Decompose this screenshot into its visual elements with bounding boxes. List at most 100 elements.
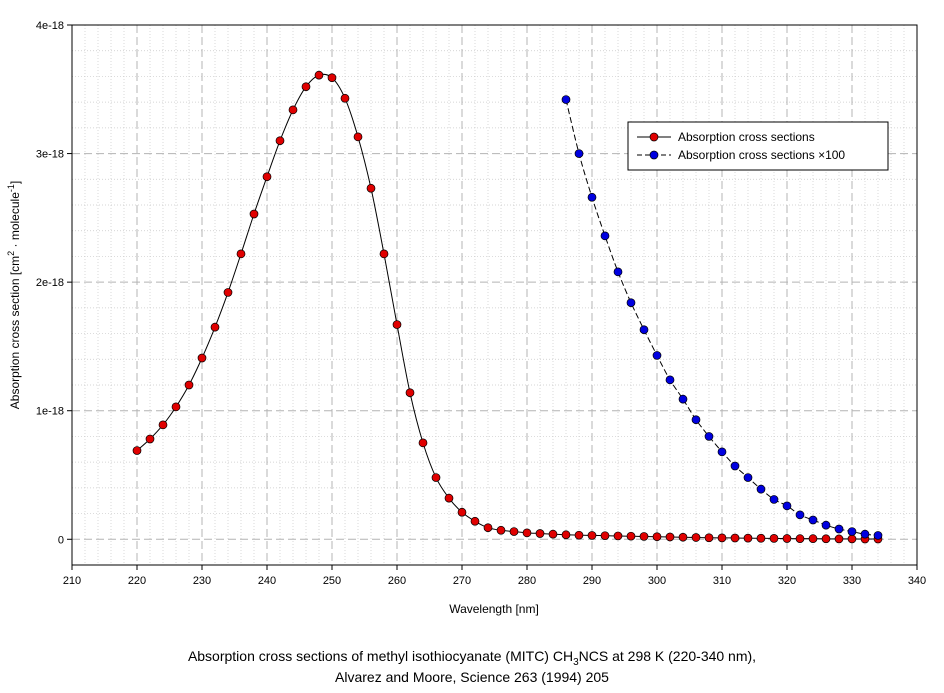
data-point-red	[171, 402, 181, 412]
y-tick-label: 1e-18	[36, 406, 64, 418]
data-point-red	[522, 528, 532, 538]
caption-text: NCS at 298 K (220-340 nm),	[578, 648, 757, 664]
data-point-blue	[873, 531, 883, 540]
data-point-red	[639, 532, 649, 541]
data-point-blue	[860, 529, 870, 539]
data-point-red	[236, 249, 246, 259]
data-point-red	[301, 82, 311, 92]
data-point-red	[834, 534, 844, 544]
data-point-red	[483, 523, 493, 533]
x-tick-label: 300	[648, 575, 666, 587]
data-point-red	[418, 438, 428, 448]
data-point-blue	[652, 351, 662, 360]
data-point-red	[158, 420, 168, 430]
data-point-red	[288, 105, 298, 115]
data-point-blue	[730, 461, 740, 471]
data-point-red	[756, 533, 766, 543]
data-point-red	[665, 532, 675, 542]
data-point-red	[847, 534, 857, 544]
x-tick-label: 210	[63, 575, 81, 587]
data-point-red	[691, 533, 701, 542]
data-point-red	[704, 533, 714, 543]
data-point-red	[678, 532, 688, 542]
y-axis-title-part: ]	[8, 181, 22, 184]
x-tick-label: 270	[453, 575, 471, 587]
data-point-red	[197, 353, 207, 363]
data-point-red	[600, 531, 610, 541]
data-point-red	[769, 534, 779, 543]
data-point-red	[496, 525, 506, 535]
data-point-red	[405, 388, 415, 398]
figure-caption-line1: Absorption cross sections of methyl isot…	[0, 648, 944, 668]
y-axis-title-part: · molecule	[8, 192, 22, 251]
data-point-red	[574, 530, 584, 540]
data-point-red	[743, 533, 753, 543]
data-point-red	[431, 473, 441, 482]
data-point-blue	[769, 495, 779, 504]
data-point-blue	[717, 447, 727, 457]
data-point-red	[392, 320, 402, 329]
x-tick-label: 240	[258, 575, 276, 587]
data-point-blue	[743, 473, 753, 482]
data-point-red	[808, 534, 818, 543]
data-point-red	[730, 533, 740, 543]
x-tick-label: 290	[583, 575, 601, 587]
data-point-red	[340, 93, 350, 103]
data-point-red	[795, 534, 805, 543]
data-point-blue	[665, 375, 675, 385]
caption-text: Alvarez and Moore, Science 263 (1994) 20…	[335, 669, 609, 685]
data-point-red	[223, 288, 233, 297]
data-point-red	[327, 73, 337, 83]
data-point-red	[145, 434, 155, 444]
data-point-blue	[847, 527, 857, 536]
legend: Absorption cross sections Absorption cro…	[627, 121, 889, 171]
data-point-red	[366, 183, 376, 193]
data-point-blue	[600, 231, 610, 241]
data-point-red	[379, 249, 389, 259]
x-tick-label: 280	[518, 575, 536, 587]
data-point-blue	[756, 484, 766, 494]
data-point-red	[249, 209, 259, 219]
y-tick-label: 3e-18	[36, 149, 64, 161]
data-point-blue	[626, 298, 636, 308]
data-point-red	[132, 446, 142, 455]
data-point-red	[548, 529, 558, 539]
data-point-blue	[834, 524, 844, 534]
y-tick-label: 2e-18	[36, 277, 64, 289]
series-group	[132, 70, 883, 544]
data-point-red	[184, 380, 194, 390]
axis-ticks: 210 220 230 240 250 260 270 280 290 300 310 320 330 3…	[36, 20, 926, 587]
data-point-red	[561, 530, 571, 540]
data-point-blue	[704, 432, 714, 441]
data-point-red	[613, 531, 623, 541]
x-axis-title: Wavelength [nm]	[449, 602, 539, 616]
legend-marker-blue	[649, 150, 659, 160]
data-point-blue	[613, 267, 623, 277]
x-tick-label: 230	[193, 575, 211, 587]
data-point-blue	[821, 520, 831, 530]
data-point-red	[535, 529, 545, 538]
data-point-red	[470, 516, 480, 526]
data-point-blue	[678, 394, 688, 404]
grid	[72, 24, 917, 565]
caption-text: Absorption cross sections of methyl isot…	[187, 648, 574, 664]
data-point-blue	[574, 149, 584, 158]
data-point-red	[262, 172, 272, 182]
x-tick-label: 330	[843, 575, 861, 587]
legend-label-red: Absorption cross sections	[678, 130, 815, 144]
y-axis-title-sup: 2	[6, 251, 16, 256]
x-tick-label: 320	[778, 575, 796, 587]
data-point-red	[509, 527, 519, 536]
x-tick-label: 310	[713, 575, 731, 587]
data-point-blue	[639, 325, 649, 335]
data-point-blue	[808, 515, 818, 525]
data-point-red	[626, 531, 636, 541]
y-axis-title: Absorption cross section [cm2 · molecule…	[6, 181, 22, 409]
data-point-red	[275, 136, 285, 146]
data-point-red	[821, 534, 831, 544]
x-tick-label: 220	[128, 575, 146, 587]
y-axis-title-part: Absorption cross section [cm	[8, 256, 22, 409]
data-point-red	[457, 507, 467, 517]
chart-svg: 210 220 230 240 250 260 270 280 290 300 310 320 330 3…	[6, 20, 926, 616]
data-point-red	[444, 493, 454, 503]
